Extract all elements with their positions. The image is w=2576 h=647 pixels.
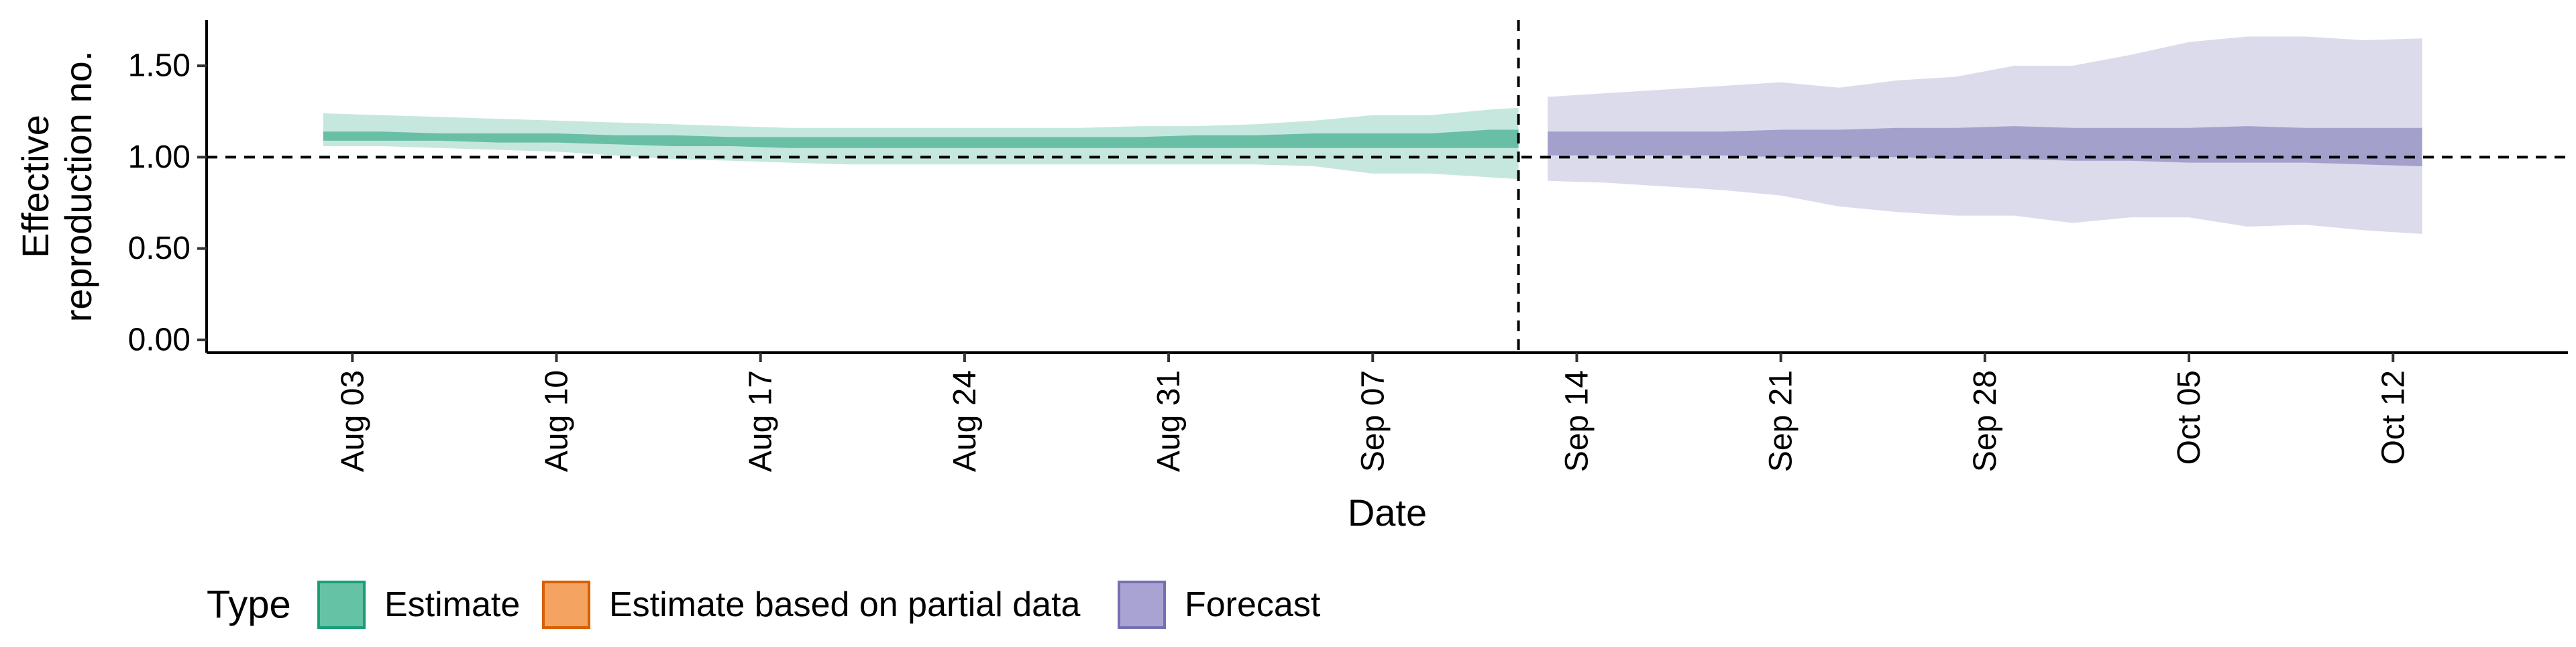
x-tick-label: Aug 17 [743,370,779,472]
legend-label-estimate: Estimate [384,585,520,624]
y-tick-label: 1.50 [128,48,191,84]
x-tick-label: Aug 03 [335,370,370,472]
x-tick-label: Sep 21 [1764,370,1799,472]
legend-label-estimate-based-on-partial-data: Estimate based on partial data [609,585,1081,624]
x-tick-label: Aug 10 [539,370,574,472]
x-tick-label: Aug 24 [947,370,983,472]
x-tick-label: Sep 07 [1355,370,1391,472]
x-tick-label: Oct 12 [2375,370,2411,465]
x-tick-label: Sep 28 [1968,370,2003,472]
y-tick-label: 1.00 [128,139,191,175]
legend-title: Type [207,583,291,627]
y-tick-label: 0.00 [128,322,191,357]
x-tick-label: Aug 31 [1151,370,1187,472]
y-tick-label: 0.50 [128,231,191,266]
y-axis-title: Effectivereproduction no. [14,51,99,322]
x-tick-label: Oct 05 [2171,370,2207,465]
legend-key-estimate-based-on-partial-data [542,581,590,629]
legend-key-estimate [317,581,366,629]
legend-label-forecast: Forecast [1185,585,1321,624]
x-tick-label: Sep 14 [1559,370,1595,472]
x-axis-title: Date [1348,491,1427,534]
estimate-inner-band [323,129,1519,148]
y-axis-title-line: reproduction no. [57,51,99,322]
legend-key-forecast [1118,581,1166,629]
y-axis-title-line: Effective [14,115,56,258]
